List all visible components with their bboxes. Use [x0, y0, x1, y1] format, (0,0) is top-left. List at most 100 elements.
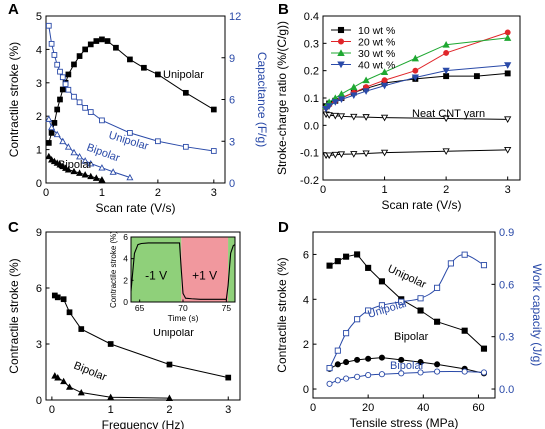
- panel-c-inset-xlabel: Time (s): [168, 313, 199, 323]
- panel-c-panel-label: C: [8, 219, 19, 236]
- panel-d-series-3-point-9: [461, 368, 468, 375]
- panel-a-y2tick-label-0: 0: [229, 178, 235, 190]
- panel-b-series-5-point-2: [331, 151, 339, 159]
- panel-b-xtick-label-1: 1: [382, 184, 388, 196]
- panel-b-ylabel: Stroke-charge ratio (%/(C/g)): [275, 21, 289, 175]
- panel-b-ytick-label-6: 0.4: [304, 11, 319, 23]
- panel-a-series-0-point-15: [113, 44, 119, 51]
- panel-b-series-4-point-8: [504, 116, 512, 124]
- panel-a-panel-label: A: [8, 1, 19, 18]
- panel-c-ylabel: Contractile stroke (%): [7, 258, 21, 373]
- panel-d-annotation-3: Bipolar: [390, 360, 425, 372]
- panel-c-inset-xtick-label-0: 65: [135, 303, 145, 313]
- panel-a-y2tick-label-2: 6: [229, 95, 235, 107]
- panel-a-series-1-point-9: [76, 169, 84, 176]
- panel-a-series-3-point-1: [48, 123, 56, 131]
- panel-c-ytick-label-1: 3: [36, 339, 42, 351]
- panel-a-series-2-point-4: [57, 68, 63, 75]
- panel-c-series-0-point-4: [78, 326, 85, 332]
- panel-b-ytick-label-5: 0.3: [304, 38, 319, 50]
- panel-d-series-1-point-3: [354, 356, 361, 363]
- panel-b-series-2-point-7: [411, 54, 419, 62]
- panel-b-series-0-point-9: [473, 73, 480, 80]
- panel-d-series-2-point-7: [417, 295, 424, 302]
- panel-b-series-3-point-8: [442, 67, 450, 75]
- panel-a-series-2-point-2: [51, 52, 58, 58]
- panel-b-series-1-point-7: [412, 67, 419, 74]
- panel-d-series-1-point-7: [417, 359, 424, 366]
- panel-a-series-0-point-20: [210, 106, 217, 113]
- panel-d-ytick-label-0: 0: [303, 384, 309, 396]
- panel-d-y2tick-label-3: 0.9: [499, 227, 514, 239]
- panel-d-series-2-point-0: [326, 365, 333, 372]
- panel-a-series-1-point-12: [92, 174, 100, 181]
- panel-d-y2tick-label-2: 0.6: [499, 279, 514, 291]
- panel-c-inset-ylabel: Contractile stroke (%): [109, 231, 118, 308]
- panel-d-series-0-point-0: [326, 262, 333, 269]
- panel-a-series-0-point-8: [71, 61, 77, 68]
- panel-d-y2label: Work capacity (J/g): [530, 264, 544, 366]
- panel-b-series-4-point-2: [331, 112, 339, 120]
- panel-d-ytick-label-3: 6: [303, 249, 309, 261]
- panel-c-inset-ytick-label-2: 4: [123, 254, 128, 264]
- panel-c-inset-ytick-label-1: 2: [123, 275, 128, 285]
- panel-a-series-1-point-11: [87, 172, 95, 180]
- panel-a-series-2-point-6: [62, 81, 69, 88]
- panel-a-series-0-point-3: [54, 106, 61, 113]
- panel-c-annotation-1: Bipolar: [72, 360, 109, 384]
- panel-c-series-0-point-6: [166, 361, 173, 368]
- panel-d-xtick-label-2: 40: [417, 402, 429, 414]
- panel-c-inset-trace: [130, 242, 236, 300]
- panel-d-series-0-point-2: [343, 253, 350, 260]
- panel-b-series-2-point-8: [442, 41, 450, 48]
- panel-b-series-4-point-1: [325, 112, 333, 119]
- panel-d-series-2-point-6: [398, 298, 405, 305]
- panel-c-xtick-label-2: 2: [166, 404, 172, 416]
- panel-c-series-0-point-5: [107, 341, 114, 347]
- panel-b-xtick-label-3: 3: [505, 184, 511, 196]
- panel-d-series-0-point-8: [434, 318, 441, 325]
- panel-a-series-0-point-18: [155, 71, 161, 78]
- panel-a-series-1-point-0: [45, 152, 53, 160]
- panel-a-series-3-point-3: [59, 137, 67, 145]
- panel-a-series-0-point-7: [65, 71, 72, 78]
- panel-c-xtick-label-3: 3: [225, 404, 231, 416]
- panel-b-series-5-point-8: [504, 146, 512, 154]
- panel-b-series-0-point-10: [504, 70, 511, 77]
- panel-b-series-4-point-4: [350, 113, 358, 121]
- panel-b-series-4-point-6: [380, 114, 389, 122]
- panel-c-plot-frame: [45, 231, 241, 401]
- panel-b-series-3-point-9: [504, 62, 512, 69]
- panel-c-annotation-0: Unipolar: [153, 327, 194, 339]
- panel-b-series-5-point-6: [380, 149, 389, 157]
- panel-b-panel-label: B: [278, 1, 289, 18]
- panel-b-xtick-label-2: 2: [443, 184, 449, 196]
- panel-a-series-2-point-10: [82, 104, 89, 111]
- panel-b-ytick-label-0: -0.2: [300, 175, 319, 187]
- panel-a-xtick-label-2: 2: [155, 187, 161, 199]
- panel-a-y2label: Capacitance (F/g): [255, 52, 269, 147]
- panel-b-series-3-point-4: [350, 92, 358, 99]
- panel-a-series-0-point-9: [76, 53, 83, 59]
- panel-c-series-0-point-7: [225, 374, 232, 381]
- panel-d-series-2-point-8: [434, 284, 441, 291]
- panel-b-legend-label-1: 20 wt %: [358, 37, 395, 49]
- panel-a-series-2-point-8: [71, 93, 77, 100]
- panel-d-series-2-point-10: [461, 251, 468, 258]
- panel-b-series-2-point-6: [380, 68, 389, 75]
- panel-b-legend: 10 wt %20 wt %30 wt %40 wt %: [331, 25, 395, 72]
- panel-c: 0 1 2 3 0 3 6 9 Frequency (Hz) Contractile stroke…: [7, 219, 241, 429]
- panel-a-series-3-point-0: [45, 115, 53, 122]
- panel-a-annotation-3: Bipolar: [58, 159, 93, 171]
- panel-b-series-2-point-9: [504, 34, 512, 41]
- panel-b-series-2-point-3: [337, 90, 346, 97]
- panel-d-series-3-point-3: [354, 373, 361, 380]
- panel-b-legend-label-3: 40 wt %: [358, 60, 395, 72]
- panel-a-ytick-label-2: 2: [36, 111, 42, 123]
- panel-d-ytick-label-1: 2: [303, 339, 309, 351]
- panel-d-panel-label: D: [278, 219, 289, 236]
- panel-d-annotation-0: Unipolar: [386, 263, 429, 291]
- panel-c-inset-xtick-label-1: 70: [178, 303, 188, 313]
